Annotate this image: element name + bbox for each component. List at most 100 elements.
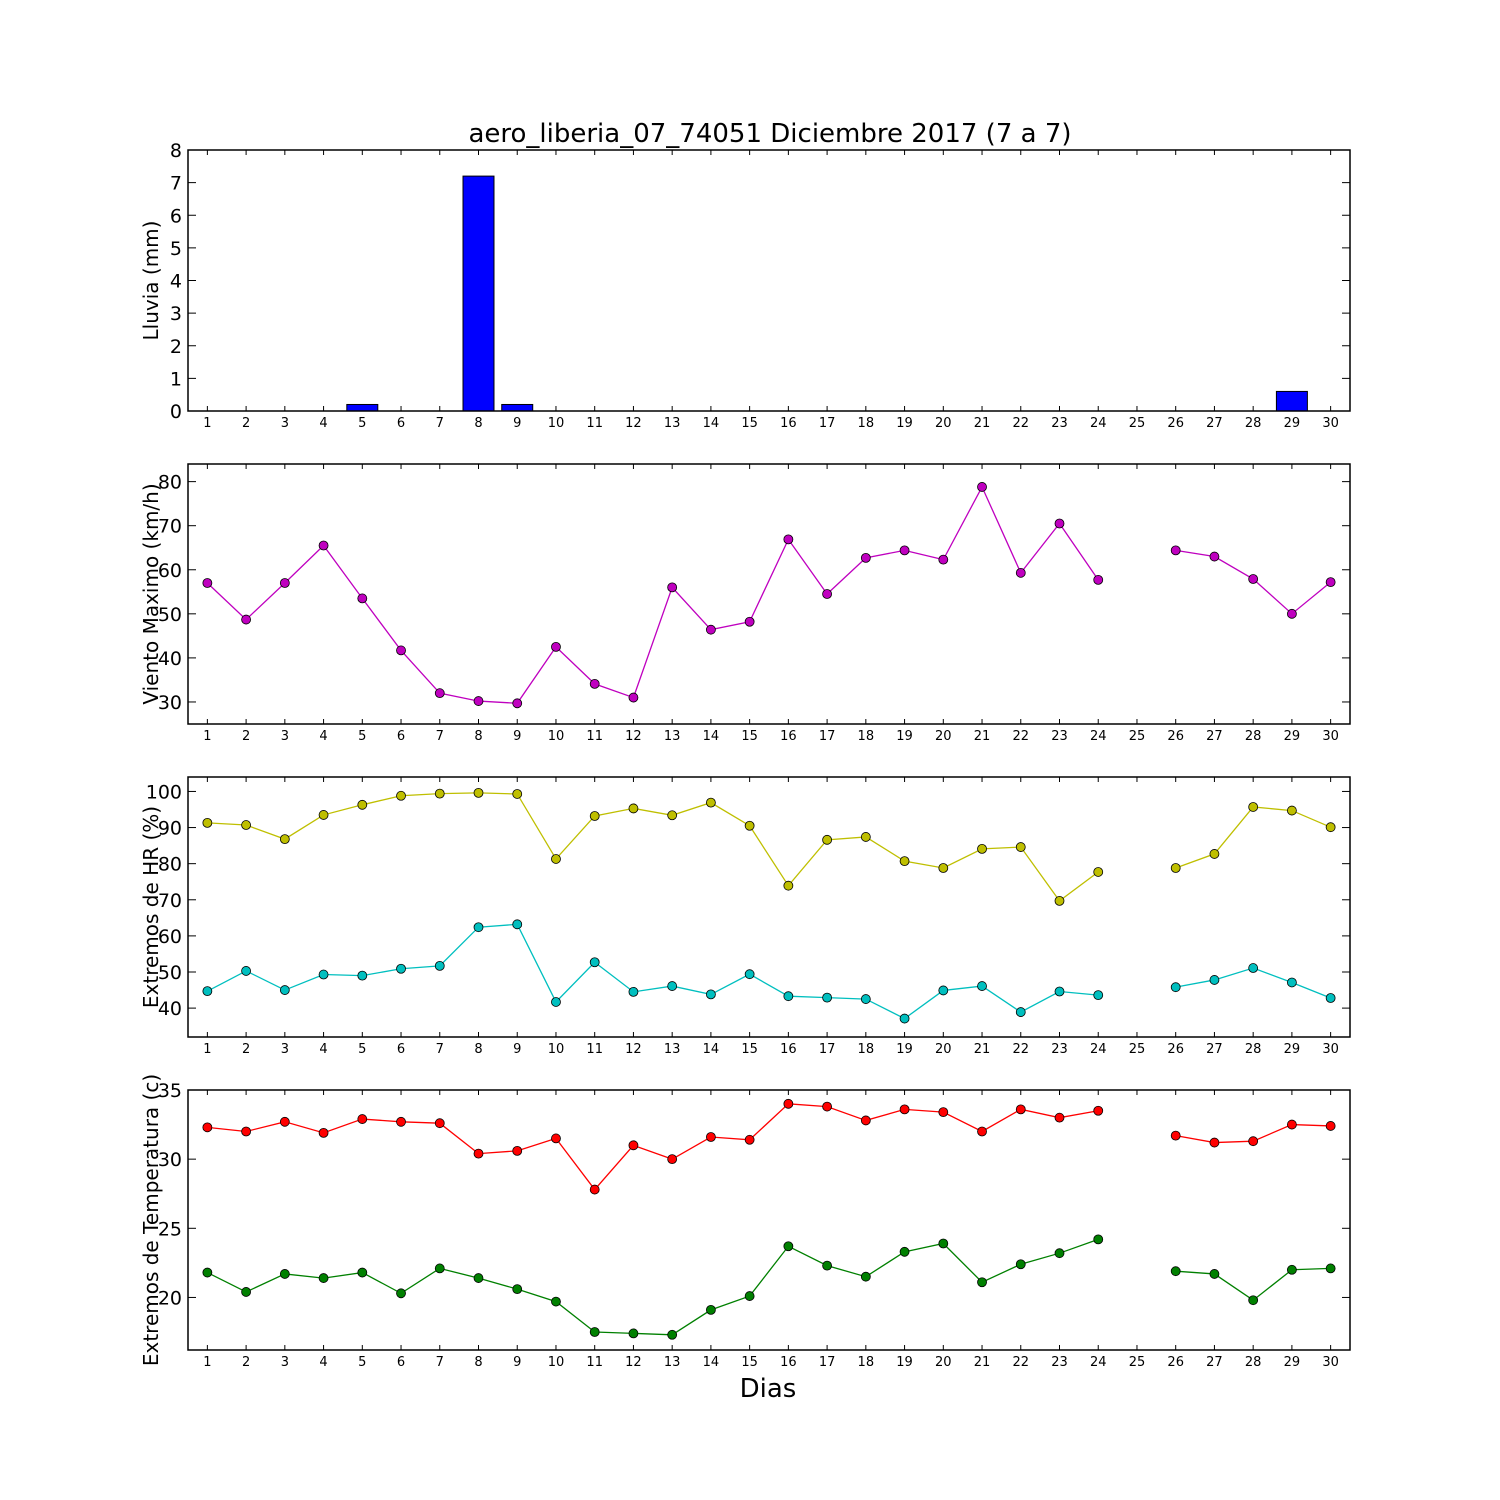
x-tick-label: 12	[625, 416, 642, 431]
data-point	[1248, 574, 1259, 584]
data-point	[589, 1327, 600, 1337]
data-point	[860, 1271, 871, 1282]
data-point	[396, 790, 406, 801]
y-tick-label: 35	[158, 1080, 182, 1102]
x-tick-label: 17	[819, 1355, 836, 1370]
x-tick-label: 24	[1090, 1042, 1107, 1057]
x-tick-label: 21	[974, 1042, 991, 1057]
data-point	[473, 1273, 484, 1283]
x-tick-label: 6	[397, 1355, 405, 1370]
x-tick-label: 18	[858, 1355, 875, 1370]
data-point	[977, 981, 987, 991]
x-tick-label: 9	[513, 1355, 521, 1370]
x-tick-label: 18	[858, 1042, 875, 1057]
x-tick-label: 8	[474, 416, 482, 431]
x-tick-label: 3	[281, 1355, 289, 1370]
data-point	[1093, 990, 1104, 1001]
x-tick-label: 7	[436, 729, 444, 744]
data-point	[667, 981, 678, 991]
x-tick-label: 20	[935, 416, 952, 431]
x-tick-label: 18	[858, 416, 875, 431]
y-tick-label: 90	[158, 818, 182, 840]
data-point	[1093, 574, 1104, 585]
data-point	[1015, 1007, 1026, 1017]
y-tick-label: 40	[158, 648, 182, 670]
y-tick-label: 6	[170, 205, 182, 227]
x-tick-label: 8	[474, 1355, 482, 1370]
data-point	[899, 1104, 910, 1115]
data-point	[977, 1126, 987, 1137]
y-tick-label: 25	[158, 1218, 182, 1240]
data-point	[1093, 1105, 1104, 1116]
x-tick-label: 23	[1051, 416, 1068, 431]
data-point	[1325, 577, 1336, 588]
data-point	[1170, 545, 1181, 556]
x-tick-label: 5	[358, 1042, 366, 1057]
x-tick-label: 6	[397, 729, 405, 744]
data-point	[279, 1269, 290, 1279]
data-point	[1287, 1264, 1297, 1275]
x-tick-label: 4	[319, 416, 327, 431]
data-point	[1287, 805, 1297, 816]
x-tick-label: 14	[703, 1042, 720, 1057]
x-tick-label: 23	[1051, 1042, 1068, 1057]
x-tick-label: 22	[1012, 729, 1029, 744]
data-point	[899, 1013, 910, 1024]
plot-frame	[187, 1089, 1351, 1351]
data-point	[1054, 1248, 1065, 1259]
y-tick-label: 8	[170, 140, 182, 162]
data-point	[1209, 849, 1220, 859]
x-tick-label: 27	[1206, 729, 1223, 744]
data-point	[628, 1140, 639, 1151]
data-point	[512, 1284, 523, 1295]
data-point	[473, 1148, 484, 1159]
data-point	[279, 1116, 290, 1127]
data-point	[357, 1114, 368, 1124]
y-tick-label: 20	[158, 1287, 182, 1309]
data-point	[667, 1154, 678, 1165]
data-point	[512, 1145, 523, 1156]
data-point	[1325, 1121, 1336, 1131]
data-point	[899, 856, 910, 867]
data-point	[1287, 977, 1297, 988]
x-tick-label: 18	[858, 729, 875, 744]
x-tick-label: 9	[513, 416, 521, 431]
x-tick-label: 14	[703, 729, 720, 744]
x-tick-label: 25	[1129, 1042, 1146, 1057]
data-point	[279, 578, 290, 588]
data-point	[977, 843, 987, 854]
data-point	[1287, 1119, 1297, 1130]
data-point	[1015, 842, 1026, 852]
data-point	[1015, 567, 1026, 578]
x-tick-label: 21	[974, 729, 991, 744]
data-point	[241, 1287, 252, 1297]
data-point	[744, 969, 755, 980]
x-tick-label: 2	[242, 416, 250, 431]
y-tick-label: 7	[170, 173, 182, 195]
x-tick-label: 8	[474, 1042, 482, 1057]
data-point	[860, 994, 871, 1004]
data-point	[1170, 982, 1181, 993]
data-point	[628, 986, 639, 997]
data-point	[783, 880, 794, 891]
x-tick-label: 11	[586, 416, 603, 431]
x-tick-label: 5	[358, 1355, 366, 1370]
y-tick-label: 4	[170, 271, 182, 293]
x-tick-label: 2	[242, 729, 250, 744]
data-point	[279, 834, 290, 845]
x-tick-label: 12	[625, 1355, 642, 1370]
data-point	[434, 1263, 445, 1274]
data-point	[434, 788, 445, 799]
y-tick-label: 50	[158, 604, 182, 626]
data-point	[1054, 895, 1065, 906]
x-tick-label: 23	[1051, 1355, 1068, 1370]
x-tick-label: 11	[586, 1355, 603, 1370]
plot-frame	[187, 463, 1351, 725]
data-point	[860, 1115, 871, 1126]
x-tick-label: 10	[548, 416, 565, 431]
data-point	[860, 552, 871, 563]
